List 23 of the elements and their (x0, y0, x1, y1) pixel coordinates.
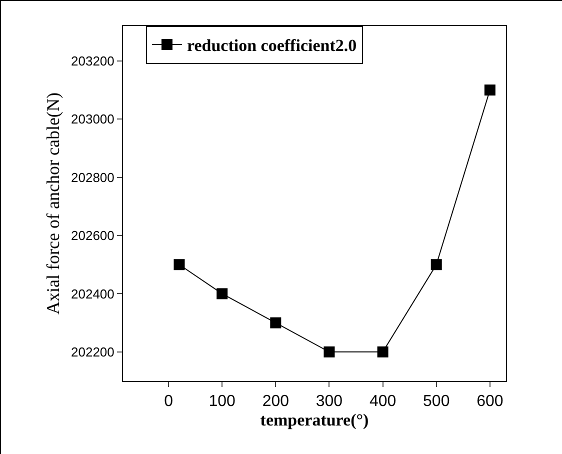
x-tick-label: 200 (262, 393, 290, 410)
point (324, 346, 335, 358)
point (484, 84, 496, 96)
point (377, 346, 388, 358)
x-axis-title: temperature(°) (260, 410, 369, 430)
y-axis-title: Axial force of anchor cable(N) (43, 92, 64, 314)
x-tick-label: 0 (164, 393, 174, 410)
y-tick-label: 203000 (71, 112, 114, 127)
point (430, 259, 442, 270)
x-tick-label: 600 (476, 393, 504, 410)
point (216, 288, 228, 300)
legend-label: reduction coefficient2.0 (186, 36, 357, 56)
x-tick-label: 100 (208, 393, 236, 410)
point (174, 259, 185, 270)
y-tick-label: 202200 (71, 344, 114, 360)
x-tick-label: 300 (316, 393, 343, 410)
y-tick-label: 202400 (71, 286, 114, 302)
x-tick-label: 500 (423, 393, 450, 410)
point (270, 317, 282, 328)
x-tick-label: 400 (369, 393, 396, 410)
y-tick-label: 203200 (71, 53, 114, 68)
y-tick-label: 202800 (71, 170, 114, 185)
y-tick-label: 202600 (71, 228, 114, 244)
